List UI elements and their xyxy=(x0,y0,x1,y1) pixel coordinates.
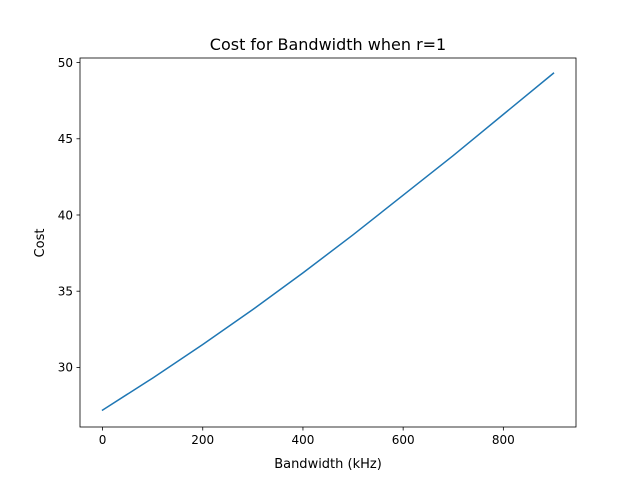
x-tick-label: 800 xyxy=(492,433,515,447)
y-axis-label: Cost xyxy=(33,229,48,258)
y-tick-label: 35 xyxy=(58,284,73,298)
plot-frame xyxy=(79,57,577,428)
y-tick-label: 40 xyxy=(58,208,73,222)
series-line-0 xyxy=(101,72,555,412)
x-tick-label: 200 xyxy=(191,433,214,447)
x-tick-label: 600 xyxy=(392,433,415,447)
x-tick-label: 400 xyxy=(291,433,314,447)
plot-area: 0 200 400 600 800 30 35 40 45 50 xyxy=(58,56,577,447)
chart-title: Cost for Bandwidth when r=1 xyxy=(210,35,446,54)
x-tick-label: 0 xyxy=(99,433,107,447)
y-tick-label: 30 xyxy=(58,361,73,375)
y-tick-label: 45 xyxy=(58,132,73,146)
x-axis-label: Bandwidth (kHz) xyxy=(274,457,382,472)
y-tick-label: 50 xyxy=(58,56,73,70)
